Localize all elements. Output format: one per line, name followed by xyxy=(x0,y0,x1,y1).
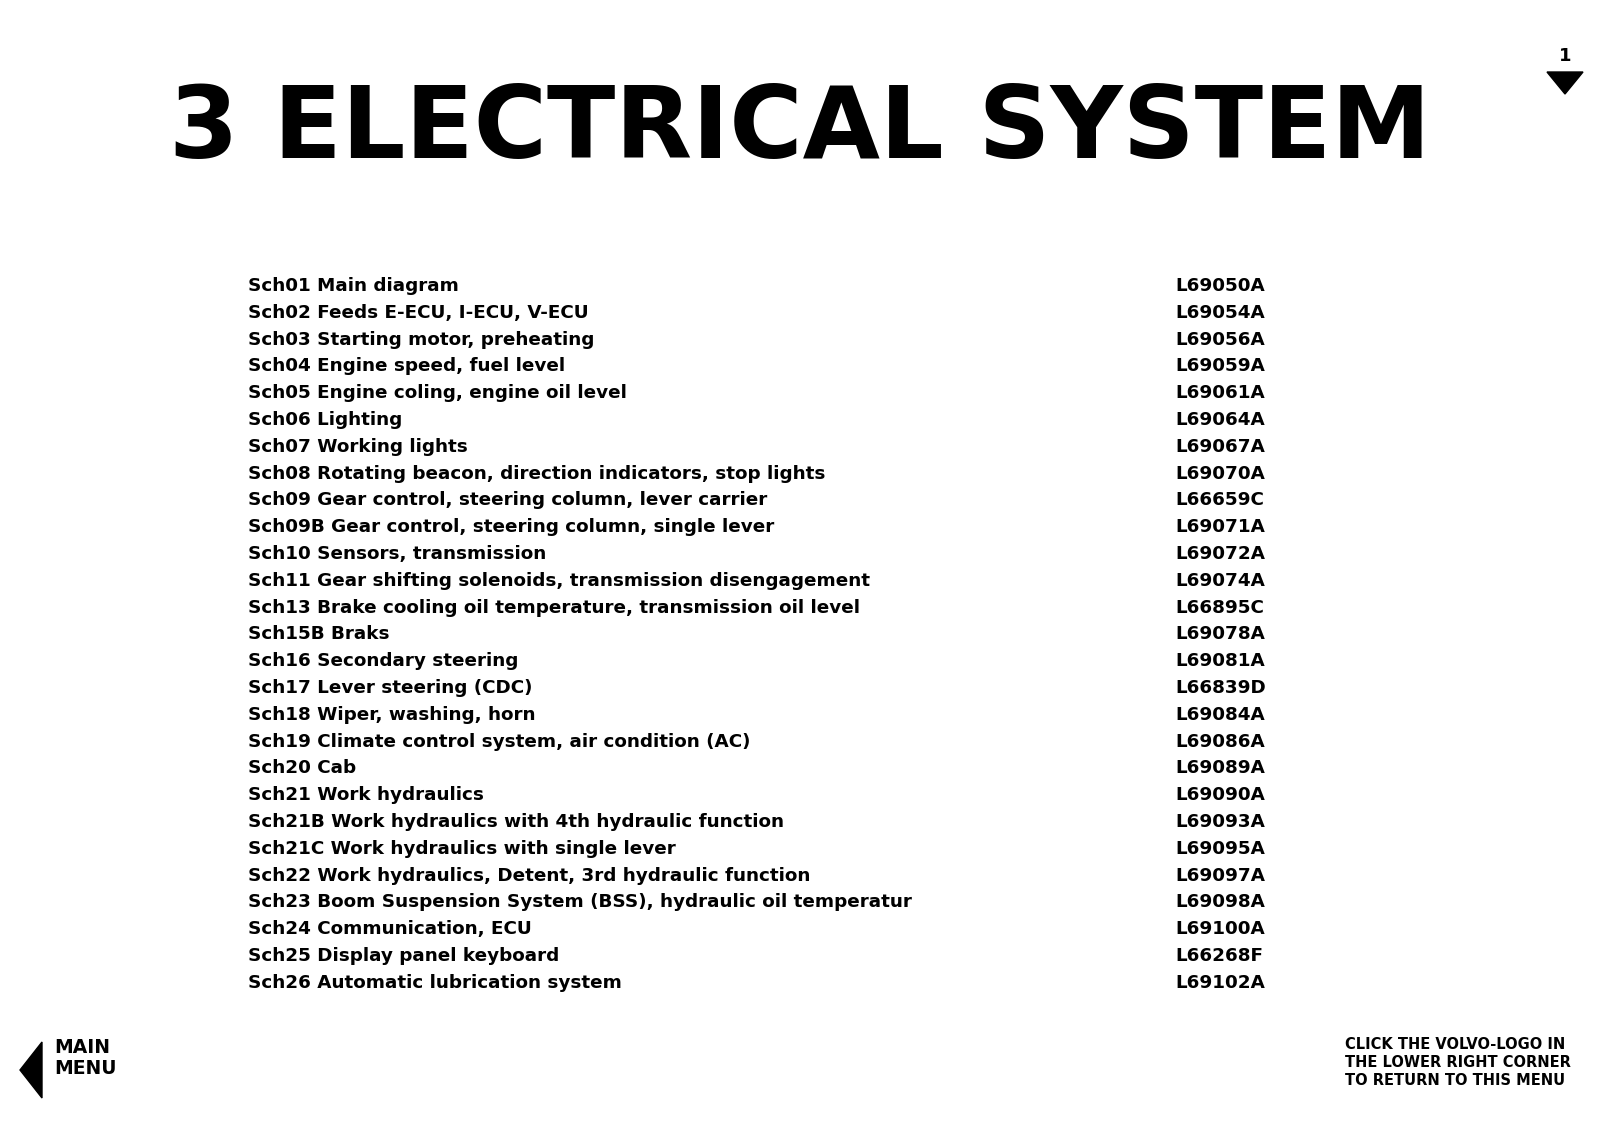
Text: L69102A: L69102A xyxy=(1175,974,1265,992)
Text: L69084A: L69084A xyxy=(1175,705,1265,723)
Text: L69074A: L69074A xyxy=(1175,572,1265,590)
Text: L69093A: L69093A xyxy=(1175,813,1265,831)
Text: Sch20 Cab: Sch20 Cab xyxy=(248,760,355,778)
Text: Sch09B Gear control, steering column, single lever: Sch09B Gear control, steering column, si… xyxy=(248,518,775,537)
Text: Sch18 Wiper, washing, horn: Sch18 Wiper, washing, horn xyxy=(248,705,535,723)
Text: MAIN
MENU: MAIN MENU xyxy=(54,1038,117,1078)
Text: Sch01 Main diagram: Sch01 Main diagram xyxy=(248,277,459,295)
Text: L69100A: L69100A xyxy=(1175,920,1265,938)
Text: L69070A: L69070A xyxy=(1175,464,1265,482)
Text: Sch08 Rotating beacon, direction indicators, stop lights: Sch08 Rotating beacon, direction indicat… xyxy=(248,464,826,482)
Text: Sch16 Secondary steering: Sch16 Secondary steering xyxy=(248,652,519,670)
Text: Sch25 Display panel keyboard: Sch25 Display panel keyboard xyxy=(248,947,559,964)
Text: L69054A: L69054A xyxy=(1175,303,1265,321)
Text: L66895C: L66895C xyxy=(1175,599,1263,617)
Polygon shape xyxy=(1547,72,1583,94)
Text: Sch21 Work hydraulics: Sch21 Work hydraulics xyxy=(248,787,484,804)
Text: Sch10 Sensors, transmission: Sch10 Sensors, transmission xyxy=(248,544,546,563)
Text: Sch06 Lighting: Sch06 Lighting xyxy=(248,411,402,429)
Text: L69056A: L69056A xyxy=(1175,331,1265,349)
Text: Sch13 Brake cooling oil temperature, transmission oil level: Sch13 Brake cooling oil temperature, tra… xyxy=(248,599,860,617)
Text: L66268F: L66268F xyxy=(1175,947,1263,964)
Text: L69071A: L69071A xyxy=(1175,518,1265,537)
Text: L69086A: L69086A xyxy=(1175,732,1265,751)
Text: L69078A: L69078A xyxy=(1175,625,1265,643)
Text: L66659C: L66659C xyxy=(1175,491,1263,509)
Text: Sch21B Work hydraulics with 4th hydraulic function: Sch21B Work hydraulics with 4th hydrauli… xyxy=(248,813,784,831)
Text: Sch15B Braks: Sch15B Braks xyxy=(248,625,389,643)
Text: Sch04 Engine speed, fuel level: Sch04 Engine speed, fuel level xyxy=(248,358,565,376)
Text: L69095A: L69095A xyxy=(1175,840,1265,858)
Text: 1: 1 xyxy=(1559,48,1571,65)
Text: Sch07 Working lights: Sch07 Working lights xyxy=(248,438,467,456)
Text: Sch05 Engine coling, engine oil level: Sch05 Engine coling, engine oil level xyxy=(248,384,628,402)
Text: Sch02 Feeds E-ECU, I-ECU, V-ECU: Sch02 Feeds E-ECU, I-ECU, V-ECU xyxy=(248,303,589,321)
Text: L69072A: L69072A xyxy=(1175,544,1265,563)
Text: L69067A: L69067A xyxy=(1175,438,1265,456)
Text: L69059A: L69059A xyxy=(1175,358,1265,376)
Text: Sch19 Climate control system, air condition (AC): Sch19 Climate control system, air condit… xyxy=(248,732,751,751)
Text: L69061A: L69061A xyxy=(1175,384,1265,402)
Text: Sch24 Communication, ECU: Sch24 Communication, ECU xyxy=(248,920,532,938)
Text: L69081A: L69081A xyxy=(1175,652,1265,670)
Text: L69064A: L69064A xyxy=(1175,411,1265,429)
Text: Sch11 Gear shifting solenoids, transmission disengagement: Sch11 Gear shifting solenoids, transmiss… xyxy=(248,572,869,590)
Text: L69098A: L69098A xyxy=(1175,893,1265,911)
Text: Sch17 Lever steering (CDC): Sch17 Lever steering (CDC) xyxy=(248,679,533,697)
Text: CLICK THE VOLVO-LOGO IN
THE LOWER RIGHT CORNER
TO RETURN TO THIS MENU: CLICK THE VOLVO-LOGO IN THE LOWER RIGHT … xyxy=(1345,1037,1571,1088)
Text: L69050A: L69050A xyxy=(1175,277,1265,295)
Polygon shape xyxy=(19,1041,42,1098)
Text: L69097A: L69097A xyxy=(1175,867,1265,884)
Text: Sch21C Work hydraulics with single lever: Sch21C Work hydraulics with single lever xyxy=(248,840,676,858)
Text: Sch23 Boom Suspension System (BSS), hydraulic oil temperatur: Sch23 Boom Suspension System (BSS), hydr… xyxy=(248,893,913,911)
Text: Sch22 Work hydraulics, Detent, 3rd hydraulic function: Sch22 Work hydraulics, Detent, 3rd hydra… xyxy=(248,867,810,884)
Text: Sch09 Gear control, steering column, lever carrier: Sch09 Gear control, steering column, lev… xyxy=(248,491,767,509)
Text: Sch03 Starting motor, preheating: Sch03 Starting motor, preheating xyxy=(248,331,594,349)
Text: L69089A: L69089A xyxy=(1175,760,1265,778)
Text: L69090A: L69090A xyxy=(1175,787,1265,804)
Text: Sch26 Automatic lubrication system: Sch26 Automatic lubrication system xyxy=(248,974,621,992)
Text: L66839D: L66839D xyxy=(1175,679,1266,697)
Text: 3 ELECTRICAL SYSTEM: 3 ELECTRICAL SYSTEM xyxy=(170,82,1431,179)
